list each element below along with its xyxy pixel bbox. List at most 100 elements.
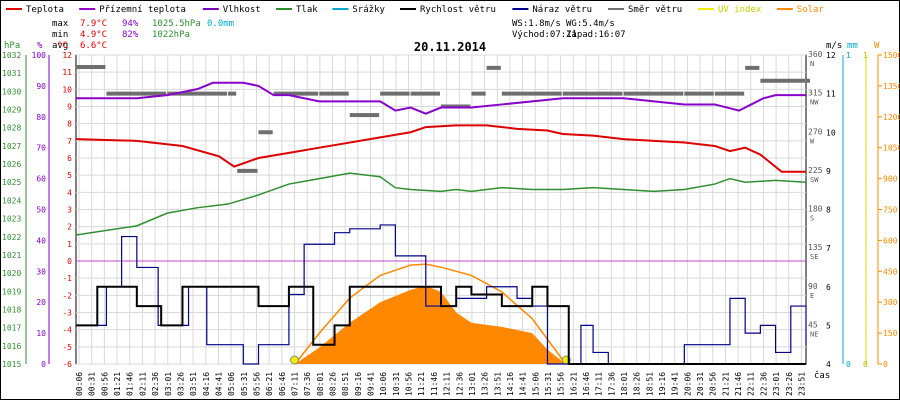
- wind-dir-label: E: [810, 292, 814, 300]
- temperature-tick: -1: [62, 274, 72, 283]
- wind-dir-label: N: [810, 60, 814, 68]
- solar-tick: 1200: [883, 113, 900, 122]
- x-tick-label: 12:36: [455, 372, 464, 396]
- pressure-tick: 1017: [2, 324, 21, 333]
- x-tick-label: 03:51: [189, 372, 198, 396]
- x-tick-label: 05:06: [227, 372, 236, 396]
- stats-block: max 7.9°C 94% 1025.5hPa 0.0mm min 4.9°C …: [52, 19, 626, 51]
- x-tick-label: 07:36: [303, 372, 312, 396]
- temperature-tick: 2: [67, 223, 72, 232]
- pressure-tick: 1030: [2, 87, 21, 96]
- wind-direction-mark: [501, 91, 562, 96]
- pressure-tick: 1031: [2, 69, 21, 78]
- stats-avg-label: avg: [52, 41, 68, 51]
- wind-dir-tick: 270: [808, 127, 823, 136]
- wind-speed-tick: 5: [826, 321, 831, 330]
- solar-tick: 450: [883, 267, 898, 276]
- wind-dir-label: SE: [810, 253, 818, 261]
- wind-direction-mark: [237, 168, 258, 173]
- humidity-tick: 90: [36, 82, 46, 91]
- stats-max-hum: 94%: [122, 19, 139, 29]
- wind-direction-mark: [258, 130, 273, 135]
- x-tick-label: 02:36: [151, 372, 160, 396]
- stats-max-label: max: [52, 19, 69, 29]
- pressure-tick: 1018: [2, 305, 21, 314]
- wind-speed-tick: 8: [826, 206, 831, 215]
- wind-direction-mark: [623, 91, 684, 96]
- x-tick-label: 08:51: [341, 372, 350, 396]
- x-tick-label: 15:06: [531, 372, 540, 396]
- rain-tick: 0: [846, 360, 851, 369]
- x-tick-label: 09:41: [367, 372, 376, 396]
- x-tick-label: 19:16: [658, 372, 667, 396]
- x-tick-label: 21:46: [734, 372, 743, 396]
- x-tick-label: 12:11: [443, 372, 452, 396]
- stats-sunset: Západ:16:07: [566, 30, 626, 40]
- x-tick-label: 10:31: [392, 372, 401, 396]
- x-tick-label: 23:51: [797, 372, 806, 396]
- x-tick-label: 13:51: [493, 372, 502, 396]
- wind-direction-mark: [471, 91, 486, 96]
- humidity-tick: 100: [32, 51, 47, 60]
- x-tick-label: 10:06: [379, 372, 388, 396]
- temperature-tick: -6: [62, 360, 72, 369]
- x-tick-label: 03:26: [176, 372, 185, 396]
- x-tick-label: 18:01: [620, 372, 629, 396]
- wind-direction-mark: [714, 91, 745, 96]
- pressure-tick: 1029: [2, 106, 21, 115]
- axis-wind-unit: m/s: [826, 41, 842, 51]
- wind-speed-tick: 12: [826, 51, 836, 60]
- pressure-tick: 1020: [2, 269, 21, 278]
- axis-temperature-unit: °C: [57, 41, 68, 51]
- pressure-tick: 1028: [2, 124, 21, 133]
- humidity-tick: 70: [36, 144, 46, 153]
- axes: 00:06 00:31 00:56 01:21 01:46 02:11 02:36 03:01…: [2, 50, 900, 396]
- legend-label: Vlhkost: [223, 5, 261, 15]
- temperature-tick: 3: [67, 206, 72, 215]
- pressure-tick: 1022: [2, 233, 21, 242]
- x-tick-label: 06:21: [265, 372, 274, 396]
- humidity-tick: 80: [36, 113, 46, 122]
- wind-dir-tick: 225: [808, 166, 823, 175]
- rain-tick: 1: [846, 51, 851, 60]
- wind-direction-mark: [684, 91, 714, 96]
- temperature-tick: 8: [67, 120, 72, 129]
- wind-direction-mark: [486, 65, 501, 70]
- legend-label: Směr větru: [628, 5, 682, 15]
- humidity-tick: 40: [36, 236, 46, 245]
- x-tick-label: 10:56: [405, 372, 414, 396]
- x-tick-label: 15:56: [557, 372, 566, 396]
- pressure-tick: 1023: [2, 215, 21, 224]
- x-tick-label: 14:41: [519, 372, 528, 396]
- stats-min-temp: 4.9°C: [80, 30, 107, 40]
- x-tick-label: 22:11: [747, 372, 756, 396]
- legend-label: Teplota: [26, 5, 64, 15]
- wind-dir-tick: 135: [808, 243, 823, 252]
- wind-direction-mark: [349, 113, 380, 118]
- pressure-tick: 1021: [2, 251, 21, 260]
- stats-max-temp: 7.9°C: [80, 19, 107, 29]
- x-tick-label: 15:31: [544, 372, 553, 396]
- chart-title: 20.11.2014: [414, 40, 486, 54]
- x-tick-label: 21:21: [721, 372, 730, 396]
- wind-speed-line: [76, 285, 806, 365]
- x-tick-label: 03:01: [164, 372, 173, 396]
- wind-speed-tick: 7: [826, 244, 831, 253]
- wind-direction-mark: [273, 91, 319, 96]
- temperature-tick: 5: [67, 171, 72, 180]
- sunrise-marker: [289, 355, 299, 365]
- temperature-tick: 4: [67, 188, 72, 197]
- x-tick-label: 06:46: [278, 372, 287, 396]
- stats-ws: WS:1.8m/s: [512, 19, 561, 29]
- temperature-tick: 1: [67, 240, 72, 249]
- wind-speed-tick: 6: [826, 283, 831, 292]
- wind-direction-mark: [562, 91, 623, 96]
- temperature-tick: -5: [62, 343, 72, 352]
- stats-min-hum: 82%: [122, 30, 139, 40]
- humidity-tick: 30: [36, 267, 46, 276]
- x-tick-label: 01:46: [126, 372, 135, 396]
- temperature-tick: 10: [62, 85, 72, 94]
- humidity-tick: 20: [36, 298, 46, 307]
- wind-direction-mark: [441, 104, 471, 109]
